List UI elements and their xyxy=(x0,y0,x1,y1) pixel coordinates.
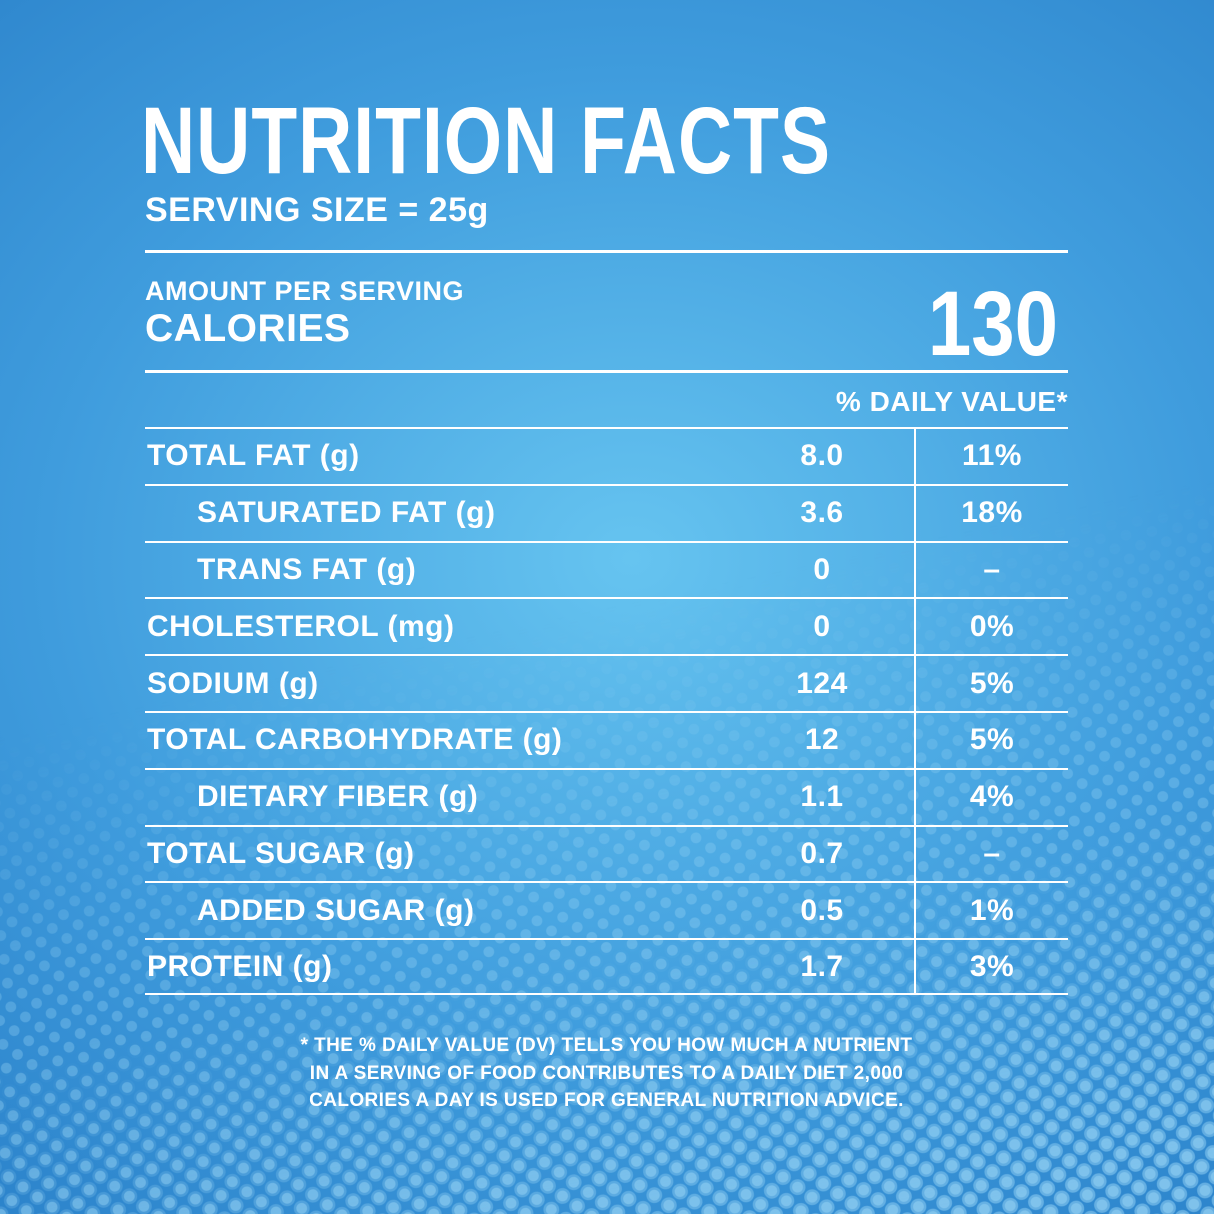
nutrition-table: TOTAL FAT (g) 8.0 11% SATURATED FAT (g) 3.6 1… xyxy=(145,427,1068,995)
nutrient-amount: 0 xyxy=(813,552,831,586)
daily-value-header: % DAILY VALUE* xyxy=(835,386,1068,417)
nutrient-daily-value: – xyxy=(914,542,1068,598)
table-row: TOTAL SUGAR (g) 0.7 – xyxy=(145,824,1068,882)
serving-size-label: SERVING SIZE = 25g xyxy=(145,191,489,229)
nutrient-amount: 12 xyxy=(804,723,840,757)
table-row: TOTAL FAT (g) 8.0 11% xyxy=(145,427,1068,484)
nutrient-daily-value: 0% xyxy=(914,599,1068,655)
table-row: ADDED SUGAR (g) 0.5 1% xyxy=(145,881,1068,939)
nutrient-label: ADDED SUGAR (g) xyxy=(197,893,475,927)
nutrient-daily-value: 1% xyxy=(914,883,1068,939)
nutrient-daily-value: – xyxy=(914,826,1068,882)
table-row: SATURATED FAT (g) 3.6 18% xyxy=(145,483,1068,541)
table-row: TOTAL CARBOHYDRATE (g) 12 5% xyxy=(145,710,1068,768)
nutrient-amount: 0 xyxy=(813,609,831,643)
table-row: DIETARY FIBER (g) 1.1 4% xyxy=(145,767,1068,825)
nutrient-label: DIETARY FIBER (g) xyxy=(197,780,479,814)
label-content: NUTRITION FACTS SERVING SIZE = 25g AMOUN… xyxy=(141,0,1068,1214)
amount-per-serving-label: AMOUNT PER SERVING xyxy=(145,276,465,306)
nutrient-label: TOTAL FAT (g) xyxy=(147,439,360,473)
nutrient-daily-value: 11% xyxy=(914,429,1068,484)
nutrient-amount: 0.5 xyxy=(800,893,844,927)
nutrient-amount: 8.0 xyxy=(800,439,844,473)
divider-line-top xyxy=(145,250,1068,253)
table-row: PROTEIN (g) 1.7 3% xyxy=(145,938,1068,995)
nutrient-label: TOTAL SUGAR (g) xyxy=(147,836,415,870)
nutrient-daily-value: 18% xyxy=(914,485,1068,541)
nutrient-amount: 1.1 xyxy=(800,780,844,814)
calories-label: CALORIES xyxy=(145,307,351,350)
daily-value-footnote: * THE % DAILY VALUE (DV) TELLS YOU HOW M… xyxy=(300,1035,913,1111)
nutrient-amount: 0.7 xyxy=(800,836,844,870)
nutrient-label: SODIUM (g) xyxy=(147,666,319,700)
nutrient-amount: 1.7 xyxy=(800,949,844,983)
nutrient-label: CHOLESTEROL (mg) xyxy=(147,609,455,643)
nutrient-label: TRANS FAT (g) xyxy=(197,552,417,586)
calories-value: 130 xyxy=(927,271,1058,376)
nutrient-amount: 3.6 xyxy=(800,496,844,530)
nutrient-daily-value: 4% xyxy=(914,769,1068,825)
divider-line-calories xyxy=(145,370,1068,373)
nutrient-label: SATURATED FAT (g) xyxy=(197,496,496,530)
nutrient-label: TOTAL CARBOHYDRATE (g) xyxy=(147,723,563,757)
nutrient-label: PROTEIN (g) xyxy=(147,949,333,983)
table-row: SODIUM (g) 124 5% xyxy=(145,654,1068,711)
nutrient-daily-value: 3% xyxy=(914,940,1068,993)
table-row: TRANS FAT (g) 0 – xyxy=(145,540,1068,598)
nutrient-daily-value: 5% xyxy=(914,712,1068,768)
page-title: NUTRITION FACTS xyxy=(141,87,831,194)
table-row: CHOLESTEROL (mg) 0 0% xyxy=(145,597,1068,655)
nutrient-daily-value: 5% xyxy=(914,656,1068,711)
nutrient-amount: 124 xyxy=(796,666,848,700)
